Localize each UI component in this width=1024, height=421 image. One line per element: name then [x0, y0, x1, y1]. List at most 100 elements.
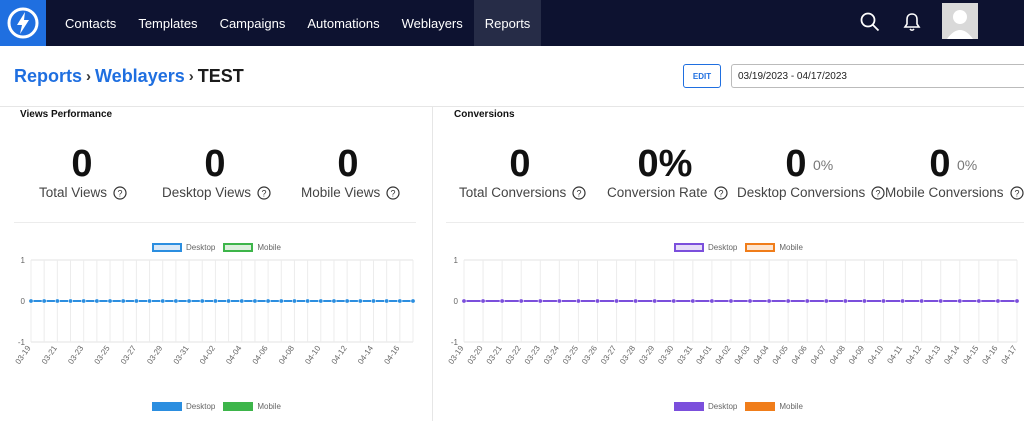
mobile-conversions-value: 0	[929, 143, 951, 185]
x-tick-label: 03-20	[466, 344, 485, 366]
legend-item-mobile[interactable]: Mobile	[223, 402, 281, 411]
x-tick-label: 03-31	[172, 344, 191, 366]
views-chart-legend-bottom: Desktop Mobile	[152, 402, 289, 411]
section-divider	[0, 106, 1024, 107]
x-tick-label: 03-30	[656, 344, 675, 366]
nav-item-reports[interactable]: Reports	[473, 0, 542, 46]
main-nav: Contacts Templates Campaigns Automations…	[54, 0, 542, 46]
views-performance-title: Views Performance	[20, 109, 113, 120]
x-tick-label: 04-06	[790, 344, 809, 366]
date-range-input[interactable]: 03/19/2023 - 04/17/2023	[731, 64, 1024, 88]
x-tick-label: 04-02	[713, 344, 732, 366]
data-point-desktop	[41, 298, 47, 304]
y-tick-label: -1	[18, 338, 26, 347]
data-point-desktop	[252, 298, 258, 304]
data-point-desktop	[186, 298, 192, 304]
nav-item-contacts[interactable]: Contacts	[65, 15, 117, 31]
legend-item-desktop[interactable]: Desktop	[674, 243, 737, 252]
nav-item-campaigns[interactable]: Campaigns	[219, 15, 286, 31]
data-point-desktop	[28, 298, 34, 304]
x-tick-label: 04-16	[980, 344, 999, 366]
data-point-desktop	[995, 298, 1001, 304]
x-tick-label: 04-09	[847, 344, 866, 366]
y-tick-label: 1	[21, 256, 26, 265]
nav-item-automations[interactable]: Automations	[307, 15, 380, 31]
x-tick-label: 03-27	[119, 344, 138, 366]
svg-text:?: ?	[391, 188, 396, 198]
help-icon[interactable]: ?	[257, 185, 271, 200]
help-icon[interactable]: ?	[871, 185, 885, 200]
top-navbar: Contacts Templates Campaigns Automations…	[0, 0, 1024, 46]
lightning-logo-icon[interactable]	[0, 0, 46, 46]
desktop-views-label: Desktop Views ?	[162, 185, 271, 200]
help-icon[interactable]: ?	[1009, 185, 1024, 200]
x-tick-label: 04-12	[330, 344, 349, 366]
nav-item-templates[interactable]: Templates	[138, 15, 198, 31]
breadcrumb-weblayers[interactable]: Weblayers	[95, 66, 185, 86]
help-icon[interactable]: ?	[713, 185, 728, 200]
avatar[interactable]	[942, 3, 978, 39]
x-tick-label: 04-08	[828, 344, 847, 366]
x-tick-label: 04-12	[904, 344, 923, 366]
mobile-conversions-pct: 0%	[957, 157, 978, 173]
data-point-desktop	[278, 298, 284, 304]
nav-item-weblayers[interactable]: Weblayers	[401, 15, 463, 31]
x-tick-label: 04-10	[303, 344, 322, 366]
legend-item-desktop[interactable]: Desktop	[152, 243, 215, 252]
x-tick-label: 04-13	[923, 344, 942, 366]
x-tick-label: 03-28	[618, 344, 637, 366]
data-point-desktop	[957, 298, 963, 304]
legend-item-mobile[interactable]: Mobile	[745, 243, 803, 252]
data-point-desktop	[575, 298, 581, 304]
data-point-desktop	[331, 298, 337, 304]
total-views-value: 0	[71, 143, 93, 185]
x-tick-label: 04-11	[885, 344, 904, 366]
desktop-conversions-value: 0	[785, 143, 807, 185]
legend-item-mobile[interactable]: Mobile	[745, 402, 803, 411]
data-point-desktop	[461, 298, 467, 304]
data-point-desktop	[728, 298, 734, 304]
bell-icon[interactable]	[900, 10, 924, 34]
legend-item-mobile[interactable]: Mobile	[223, 243, 281, 252]
x-tick-label: 03-22	[504, 344, 523, 366]
conversions-line-chart: 10-103-19 03-20 03-21 03-22 03-23 03-24 03-25 0…	[447, 256, 1020, 366]
x-tick-label: 04-10	[866, 344, 885, 366]
svg-text:?: ?	[577, 188, 582, 198]
desktop-views-value: 0	[204, 143, 226, 185]
breadcrumb-reports[interactable]: Reports	[14, 66, 83, 86]
x-tick-label: 03-19	[447, 344, 466, 366]
x-tick-label: 03-27	[599, 344, 618, 366]
mobile-views-value: 0	[337, 143, 359, 185]
search-icon[interactable]	[858, 10, 882, 34]
data-point-desktop	[107, 298, 113, 304]
data-point-desktop	[537, 298, 543, 304]
data-point-desktop	[804, 298, 810, 304]
x-tick-label: 04-01	[694, 344, 713, 366]
x-tick-label: 04-06	[251, 344, 270, 366]
svg-text:?: ?	[876, 188, 881, 198]
data-point-desktop	[766, 298, 772, 304]
legend-item-desktop[interactable]: Desktop	[674, 402, 737, 411]
y-tick-label: 1	[454, 256, 459, 265]
data-point-desktop	[410, 298, 416, 304]
help-icon[interactable]: ?	[113, 185, 127, 200]
total-conversions-value: 0	[509, 143, 531, 185]
breadcrumb: Reports › Weblayers › TEST	[14, 66, 244, 87]
data-point-desktop	[54, 298, 60, 304]
data-point-desktop	[344, 298, 350, 304]
x-tick-label: 04-14	[356, 344, 375, 366]
data-point-desktop	[709, 298, 715, 304]
data-point-desktop	[133, 298, 139, 304]
stats-divider	[446, 222, 1024, 223]
edit-button[interactable]: EDIT	[683, 64, 721, 88]
data-point-desktop	[900, 298, 906, 304]
data-point-desktop	[747, 298, 753, 304]
y-tick-label: 0	[454, 297, 459, 306]
x-tick-label: 03-29	[145, 344, 164, 366]
data-point-desktop	[120, 298, 126, 304]
data-point-desktop	[226, 298, 232, 304]
help-icon[interactable]: ?	[386, 185, 400, 200]
help-icon[interactable]: ?	[572, 185, 586, 200]
legend-item-desktop[interactable]: Desktop	[152, 402, 215, 411]
y-tick-label: 0	[21, 297, 26, 306]
